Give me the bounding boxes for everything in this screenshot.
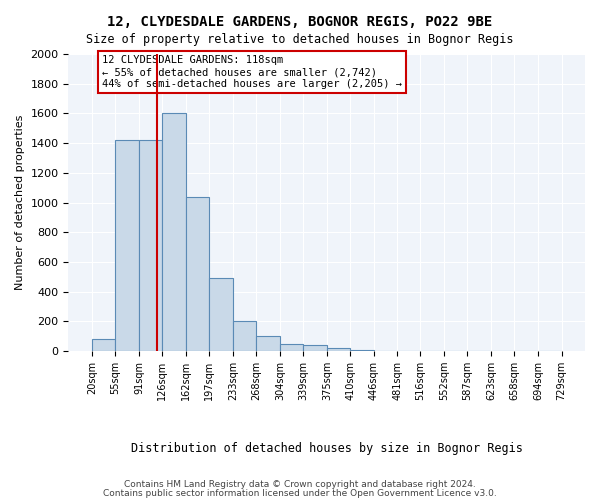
Text: Contains HM Land Registry data © Crown copyright and database right 2024.: Contains HM Land Registry data © Crown c… xyxy=(124,480,476,489)
Bar xyxy=(115,140,139,351)
Text: 12, CLYDESDALE GARDENS, BOGNOR REGIS, PO22 9BE: 12, CLYDESDALE GARDENS, BOGNOR REGIS, PO… xyxy=(107,15,493,29)
Bar xyxy=(162,114,186,351)
Bar xyxy=(139,140,162,351)
Bar xyxy=(303,345,327,351)
Bar xyxy=(350,350,374,351)
Text: Size of property relative to detached houses in Bognor Regis: Size of property relative to detached ho… xyxy=(86,32,514,46)
Bar xyxy=(327,348,350,351)
Y-axis label: Number of detached properties: Number of detached properties xyxy=(15,115,25,290)
Text: Contains public sector information licensed under the Open Government Licence v3: Contains public sector information licen… xyxy=(103,488,497,498)
Text: 12 CLYDESDALE GARDENS: 118sqm
← 55% of detached houses are smaller (2,742)
44% o: 12 CLYDESDALE GARDENS: 118sqm ← 55% of d… xyxy=(102,56,402,88)
Bar xyxy=(280,344,303,351)
Bar xyxy=(233,322,256,351)
Bar xyxy=(92,339,115,351)
Bar xyxy=(186,196,209,351)
X-axis label: Distribution of detached houses by size in Bognor Regis: Distribution of detached houses by size … xyxy=(131,442,523,455)
Bar xyxy=(209,278,233,351)
Bar xyxy=(256,336,280,351)
